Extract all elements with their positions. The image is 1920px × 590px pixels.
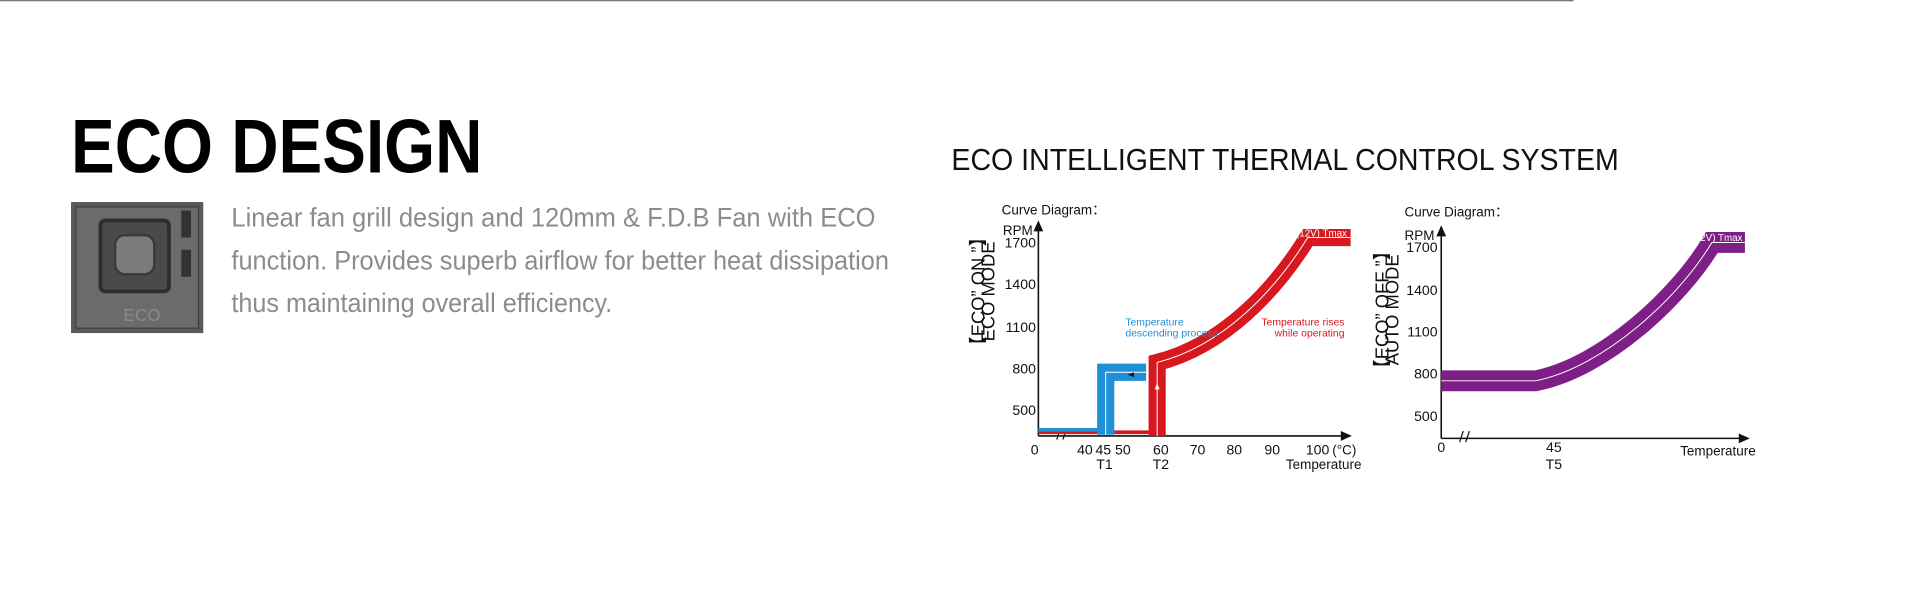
mode-label: ECO MODE [977,241,998,341]
curve-inner [1441,241,1745,382]
temp-marker: T2 [1153,456,1170,472]
y-tick-label: 500 [1012,402,1036,418]
thumbnail-slot [181,249,192,277]
y-tick-label: 1400 [1005,276,1036,292]
flow-arrow [1127,372,1134,378]
diagram-caption: Curve Diagram： [1405,205,1509,220]
description-line: Linear fan grill design and 120mm & F.D.… [231,203,875,233]
section-title: ECO DESIGN [71,105,482,190]
x-tick-label: 90 [1264,441,1280,457]
x-tick-label: 50 [1115,441,1131,457]
x-tick-label: 60 [1153,441,1169,457]
y-axis-title: RPM [1003,223,1033,238]
diagram-eco-on [1033,220,1352,441]
curve-auto [1441,232,1745,392]
y-tick-label: 1100 [1006,319,1036,335]
description-line: function. Provides superb airflow for be… [231,245,889,275]
page-content: ECO DESIGN ECO Linear fan grill design a… [0,0,1756,472]
x-tick-label: 80 [1226,441,1242,457]
y-axis-title: RPM [1405,228,1435,243]
thumbnail-label: ECO [123,305,160,325]
thumbnail-knob [113,233,156,276]
x-tick-label: 45 [1095,441,1111,457]
temp-marker: T5 [1546,456,1563,472]
curve-descending [1097,363,1147,435]
y-arrow [1436,225,1447,237]
y-tick-label: 1700 [1406,239,1437,255]
flow-arrow [1154,383,1160,390]
y-arrow [1033,220,1044,232]
y-tick-label: 500 [1414,408,1438,424]
mode-label: AUTO MODE [1381,254,1402,365]
curve-note: Temperature rises [1261,318,1344,329]
y-tick-label: 1400 [1406,282,1437,298]
x-tick-label: 0 [1031,441,1039,457]
diagram-caption: Curve Diagram： [1002,202,1106,217]
x-tick-label: 45 [1546,439,1562,455]
x-axis-title: Temperature [1680,444,1756,459]
curve-note: Temperature [1125,318,1184,329]
thumbnail-slot [181,210,192,238]
x-axis-title: Temperature [1286,457,1362,472]
x-tick-label: 40 [1077,441,1093,457]
temp-marker: T1 [1096,456,1113,472]
thumbnail: ECO [71,202,204,334]
curve-inner [1105,371,1147,435]
mode-label: 【ECO” OFF ”】 [1372,242,1393,378]
x-arrow [1340,431,1352,441]
mode-label: 【ECO” ON ”】 [967,228,988,354]
curve-inner [1156,237,1351,436]
tmax-label: (12V) Tmax [1692,233,1743,244]
system-title: ECO INTELLIGENT THERMAL CONTROL SYSTEM [951,143,1618,177]
diagram-eco-off [1436,225,1750,444]
description-line: thus maintaining overall efficiency. [231,288,612,318]
x-tick-label: 100 [1306,441,1330,457]
curve-note: while operating [1274,329,1345,340]
y-tick-label: 1700 [1005,234,1036,250]
x-arrow [1738,433,1750,444]
curve-note: descending process [1125,329,1217,340]
y-tick-label: 800 [1012,360,1036,376]
x-unit: (°C) [1332,442,1356,457]
tmax-label: (12V) Tmax [1296,228,1347,239]
x-tick-label: 70 [1190,441,1206,457]
y-tick-label: 1100 [1407,324,1437,340]
x-tick-label: 0 [1437,439,1445,455]
y-tick-label: 800 [1414,365,1438,381]
axis-break [1459,430,1470,443]
